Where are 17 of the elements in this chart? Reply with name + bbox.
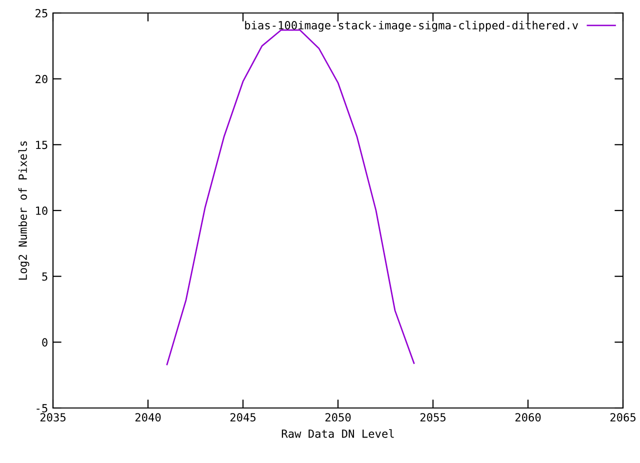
y-tick-label: -5	[36, 404, 48, 412]
x-tick-label: 2040	[135, 413, 161, 422]
y-axis-title: Log2 Number of Pixels	[18, 141, 30, 280]
y-tick-label: 15	[36, 140, 48, 150]
x-tick-label: 2060	[515, 413, 541, 422]
x-tick-label: 2050	[325, 413, 351, 422]
x-axis-title: Raw Data DN Level	[282, 429, 394, 438]
x-tick-label: 2035	[40, 413, 66, 422]
x-tick-label: 2055	[420, 413, 446, 422]
x-tick-label: 2065	[610, 413, 636, 422]
legend-label: bias-100image-stack-image-sigma-clipped-dithered.v	[245, 20, 578, 32]
y-tick-label: 10	[36, 206, 48, 215]
x-tick-label: 2045	[230, 413, 256, 422]
y-tick-label: 25	[36, 9, 48, 18]
y-tick-label: 20	[36, 74, 48, 84]
y-tick-label: 5	[42, 272, 48, 281]
y-tick-label: 0	[42, 338, 48, 347]
